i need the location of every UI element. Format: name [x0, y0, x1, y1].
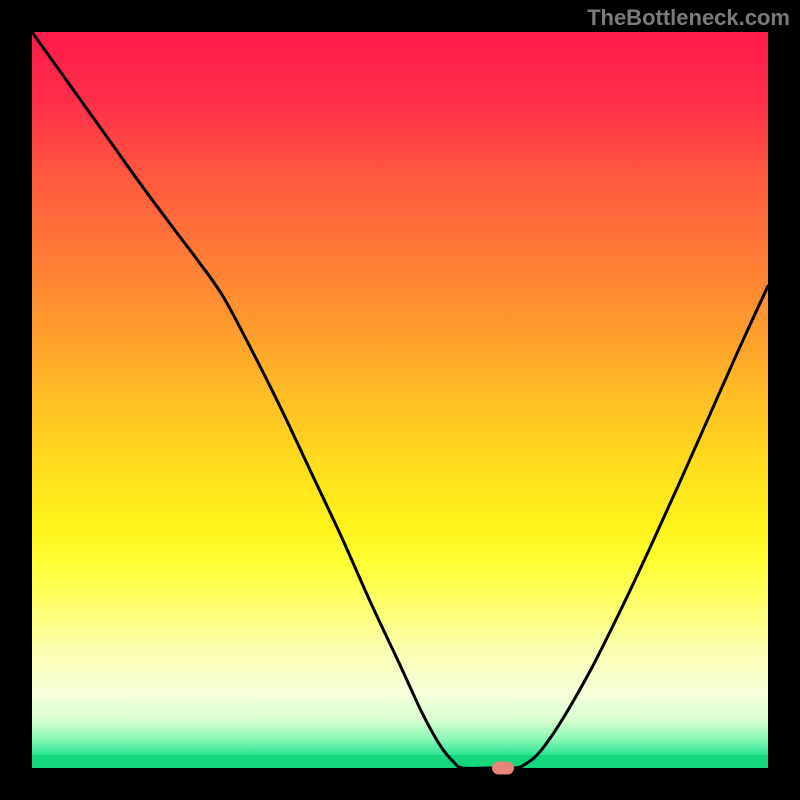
plot-area — [32, 32, 768, 768]
bottleneck-curve — [32, 32, 768, 768]
optimal-marker — [492, 762, 514, 775]
watermark-text: TheBottleneck.com — [587, 5, 790, 31]
curve-path — [32, 32, 768, 768]
chart-frame: TheBottleneck.com — [0, 0, 800, 800]
